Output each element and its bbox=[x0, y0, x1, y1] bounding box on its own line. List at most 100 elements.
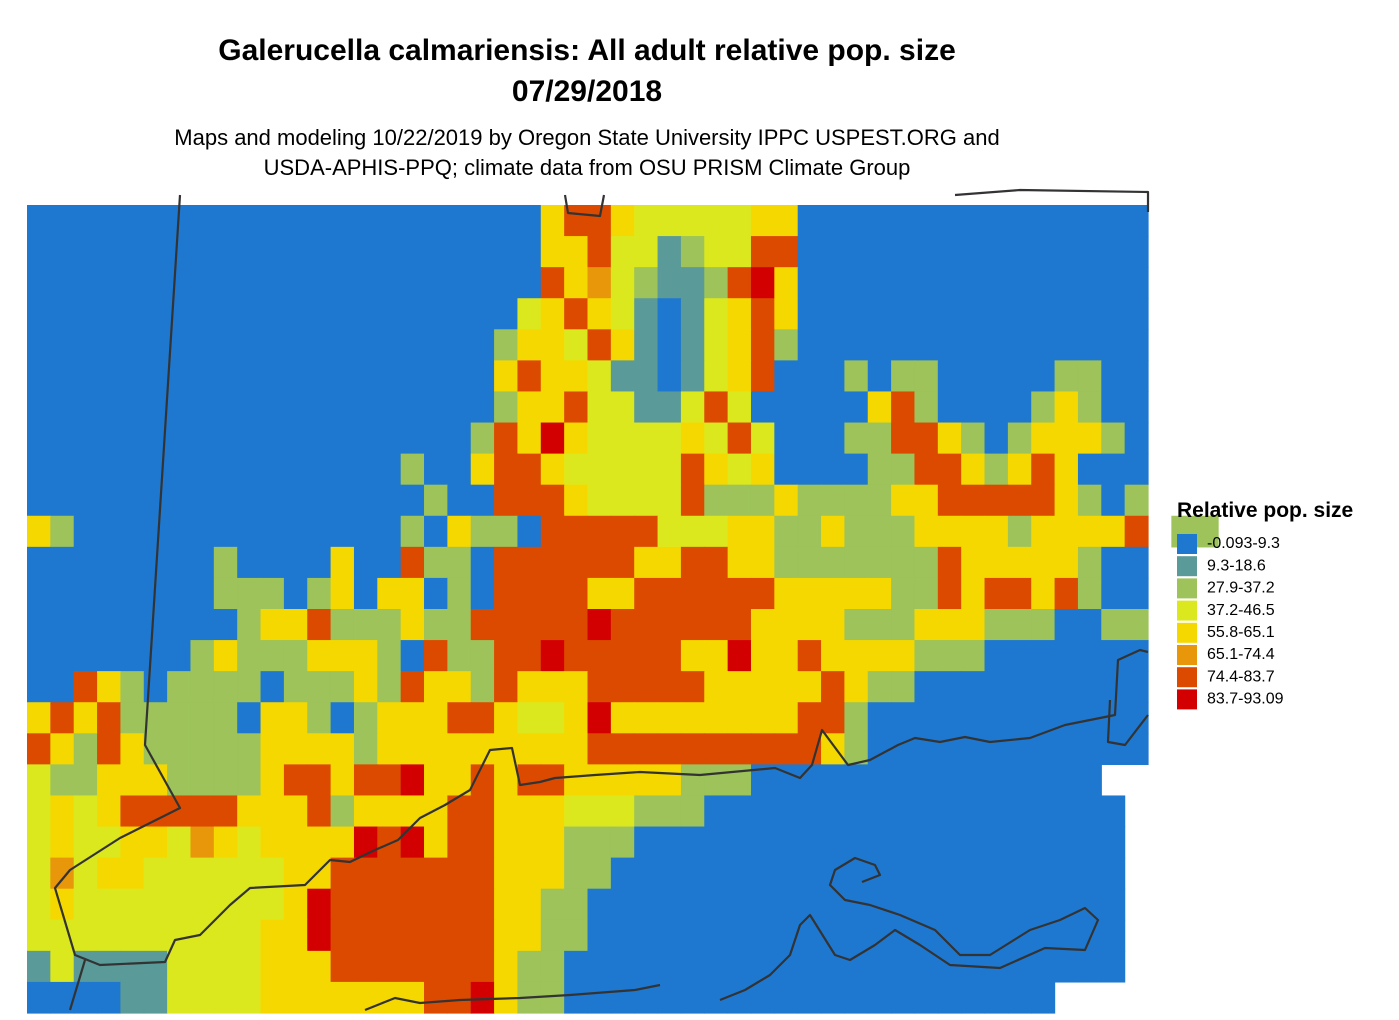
cell bbox=[634, 826, 659, 859]
cell bbox=[657, 298, 682, 330]
cell bbox=[237, 546, 262, 579]
cell bbox=[73, 546, 98, 579]
cell bbox=[494, 236, 519, 268]
cell bbox=[143, 888, 168, 921]
cell bbox=[867, 609, 892, 641]
cell bbox=[727, 795, 752, 828]
cell bbox=[353, 205, 378, 237]
cell bbox=[424, 360, 448, 393]
cell bbox=[821, 205, 845, 237]
cell bbox=[891, 640, 916, 672]
cell bbox=[750, 546, 775, 579]
cell bbox=[937, 795, 962, 828]
cell bbox=[1101, 950, 1126, 983]
cell bbox=[27, 422, 51, 455]
cell bbox=[774, 515, 799, 548]
cell bbox=[470, 981, 495, 1014]
cell bbox=[564, 577, 589, 610]
cell bbox=[400, 329, 425, 361]
cell bbox=[1007, 329, 1032, 361]
cell bbox=[750, 422, 775, 455]
cell bbox=[587, 919, 612, 952]
cell bbox=[961, 671, 986, 703]
cell bbox=[680, 422, 705, 455]
cell bbox=[844, 609, 869, 641]
cell bbox=[540, 391, 565, 424]
state-border bbox=[1106, 699, 1149, 747]
cell bbox=[984, 422, 1009, 455]
cell bbox=[587, 391, 612, 424]
cell bbox=[1031, 546, 1056, 579]
cell bbox=[143, 577, 168, 610]
cell bbox=[167, 422, 192, 455]
cell bbox=[1077, 360, 1102, 393]
cell bbox=[283, 764, 308, 797]
cell bbox=[680, 391, 705, 424]
cell bbox=[330, 391, 355, 424]
cell bbox=[237, 329, 262, 361]
cell bbox=[167, 360, 192, 393]
cell bbox=[50, 422, 75, 455]
cell bbox=[424, 453, 448, 486]
cell bbox=[50, 857, 75, 890]
cell bbox=[657, 577, 682, 610]
cell bbox=[564, 888, 589, 921]
cell bbox=[213, 950, 238, 983]
cell bbox=[97, 236, 122, 268]
cell bbox=[937, 205, 962, 237]
cell bbox=[727, 453, 752, 486]
cell bbox=[447, 888, 472, 921]
cell bbox=[517, 515, 542, 548]
cell bbox=[821, 484, 845, 517]
cell bbox=[1077, 950, 1102, 983]
cell bbox=[120, 422, 145, 455]
cell bbox=[1007, 609, 1032, 641]
cell bbox=[727, 422, 752, 455]
cell bbox=[377, 733, 402, 765]
cell bbox=[27, 640, 51, 672]
cell bbox=[1007, 453, 1032, 486]
cell bbox=[564, 360, 589, 393]
cell bbox=[494, 609, 519, 641]
cell bbox=[283, 888, 308, 921]
cell bbox=[50, 267, 75, 299]
cell bbox=[167, 484, 192, 517]
cell bbox=[447, 236, 472, 268]
cell bbox=[73, 826, 98, 859]
cell bbox=[260, 205, 285, 237]
cell bbox=[50, 702, 75, 734]
cell bbox=[540, 422, 565, 455]
cell bbox=[891, 453, 916, 486]
cell bbox=[50, 826, 75, 859]
cell bbox=[750, 950, 775, 983]
cell bbox=[844, 764, 869, 797]
cell bbox=[1101, 422, 1126, 455]
cell bbox=[867, 981, 892, 1014]
cell bbox=[634, 577, 659, 610]
cell bbox=[424, 671, 448, 703]
cell bbox=[494, 484, 519, 517]
cell bbox=[400, 546, 425, 579]
cell bbox=[1077, 795, 1102, 828]
cell bbox=[1054, 267, 1079, 299]
cell bbox=[190, 329, 215, 361]
cell bbox=[961, 360, 986, 393]
cell bbox=[120, 857, 145, 890]
cell bbox=[27, 981, 51, 1014]
cell bbox=[1124, 205, 1149, 237]
cell bbox=[237, 950, 262, 983]
cell bbox=[961, 702, 986, 734]
cell bbox=[961, 795, 986, 828]
cell bbox=[120, 577, 145, 610]
cell bbox=[1124, 671, 1149, 703]
cell bbox=[867, 826, 892, 859]
cell bbox=[587, 733, 612, 765]
cell bbox=[447, 205, 472, 237]
cell bbox=[447, 453, 472, 486]
cell bbox=[891, 733, 916, 765]
cell bbox=[307, 795, 332, 828]
cell bbox=[1054, 329, 1079, 361]
cell bbox=[540, 702, 565, 734]
cell bbox=[377, 329, 402, 361]
cell bbox=[1077, 236, 1102, 268]
